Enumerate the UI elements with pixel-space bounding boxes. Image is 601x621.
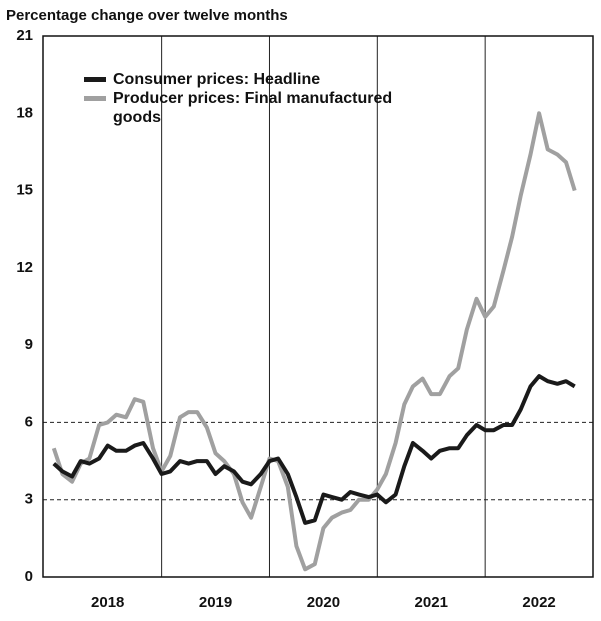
legend-label: Producer prices: Final manufactured good… <box>113 90 393 126</box>
legend-swatch <box>84 77 106 82</box>
series-line <box>51 111 577 572</box>
plot-frame <box>42 35 594 578</box>
y-tick-label: 6 <box>25 413 33 430</box>
x-tick-label: 2020 <box>307 594 340 611</box>
y-tick-label: 15 <box>16 182 33 199</box>
x-tick-label: 2021 <box>415 594 448 611</box>
x-tick-label: 2018 <box>91 594 124 611</box>
y-tick-label: 3 <box>25 491 33 508</box>
legend: Consumer prices: Headline Producer prices… <box>84 70 444 127</box>
chart-title: Percentage change over twelve months <box>6 7 288 24</box>
legend-label: Consumer prices: Headline <box>113 71 321 88</box>
legend-swatch <box>84 96 106 101</box>
x-tick-label: 2022 <box>522 594 555 611</box>
x-tick-label: 2019 <box>199 594 232 611</box>
y-tick-label: 9 <box>25 336 33 353</box>
legend-entry: Consumer prices: Headline <box>84 70 444 89</box>
y-tick-label: 21 <box>16 27 33 44</box>
y-tick-label: 0 <box>25 568 33 585</box>
y-tick-label: 12 <box>16 259 33 276</box>
series-line <box>52 374 576 525</box>
y-tick-label: 18 <box>16 104 33 121</box>
legend-entry: Producer prices: Final manufactured good… <box>84 89 444 127</box>
